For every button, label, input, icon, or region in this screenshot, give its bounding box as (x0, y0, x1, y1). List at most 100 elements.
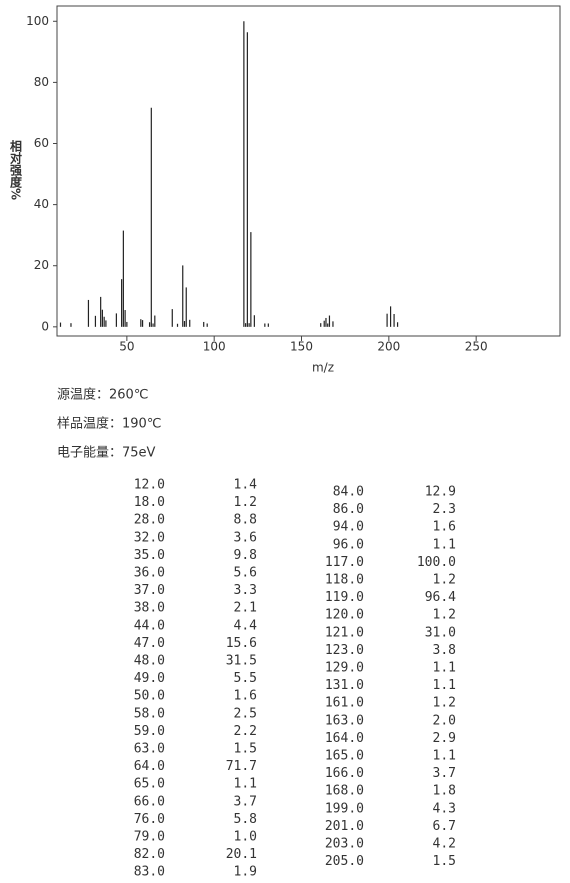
intensity-cell: 20.1 (226, 847, 257, 862)
intensity-cell: 1.5 (234, 742, 257, 757)
intensity-cell: 3.8 (433, 643, 456, 658)
mass-cell: 94.0 (333, 520, 364, 535)
x-tick-label: 50 (119, 340, 134, 354)
intensity-cell: 6.7 (433, 819, 456, 834)
mass-cell: 63.0 (134, 742, 165, 757)
mass-cell: 161.0 (325, 696, 364, 711)
intensity-cell: 31.0 (425, 625, 456, 640)
intensity-cell: 2.0 (433, 713, 456, 728)
intensity-cell: 1.1 (433, 661, 456, 676)
mass-cell: 12.0 (134, 478, 165, 493)
mass-cell: 76.0 (134, 812, 165, 827)
mass-cell: 129.0 (325, 661, 364, 676)
intensity-cell: 12.9 (425, 485, 456, 500)
intensity-cell: 4.4 (234, 618, 258, 633)
mass-cell: 35.0 (134, 548, 165, 563)
mass-cell: 38.0 (134, 601, 165, 616)
intensity-cell: 1.1 (234, 777, 257, 792)
intensity-cell: 9.8 (234, 548, 257, 563)
mass-cell: 163.0 (325, 713, 364, 728)
intensity-cell: 1.2 (234, 495, 257, 510)
mass-cell: 201.0 (325, 819, 364, 834)
mass-cell: 44.0 (134, 618, 165, 633)
intensity-cell: 1.2 (433, 573, 456, 588)
intensity-cell: 2.1 (234, 601, 257, 616)
intensity-cell: 1.2 (433, 696, 456, 711)
intensity-cell: 1.0 (234, 830, 257, 845)
mass-cell: 59.0 (134, 724, 165, 739)
x-tick-label: 150 (290, 340, 313, 354)
intensity-cell: 4.3 (433, 801, 456, 816)
intensity-cell: 2.9 (433, 731, 456, 746)
intensity-cell: 8.8 (234, 513, 257, 528)
mass-cell: 50.0 (134, 689, 165, 704)
intensity-cell: 1.9 (234, 865, 257, 879)
mass-cell: 203.0 (325, 837, 364, 852)
intensity-cell: 5.5 (234, 671, 257, 686)
mass-cell: 32.0 (134, 530, 165, 545)
intensity-cell: 3.3 (234, 583, 257, 598)
intensity-cell: 2.3 (433, 502, 456, 517)
mass-cell: 48.0 (134, 654, 165, 669)
y-tick-label: 80 (34, 75, 49, 89)
intensity-cell: 1.6 (234, 689, 257, 704)
intensity-cell: 2.5 (234, 706, 257, 721)
mass-cell: 83.0 (134, 865, 165, 879)
intensity-cell: 1.1 (433, 537, 456, 552)
mass-cell: 131.0 (325, 678, 364, 693)
mass-cell: 121.0 (325, 625, 364, 640)
mass-cell: 65.0 (134, 777, 165, 792)
intensity-cell: 71.7 (226, 759, 257, 774)
intensity-cell: 3.7 (234, 794, 257, 809)
intensity-cell: 31.5 (226, 654, 257, 669)
mass-cell: 37.0 (134, 583, 165, 598)
x-tick-label: 100 (203, 340, 226, 354)
y-tick-label: 20 (34, 258, 49, 272)
mass-cell: 79.0 (134, 830, 165, 845)
mass-cell: 199.0 (325, 801, 364, 816)
mass-cell: 119.0 (325, 590, 364, 605)
intensity-cell: 5.8 (234, 812, 257, 827)
mass-cell: 86.0 (333, 502, 364, 517)
intensity-cell: 3.7 (433, 766, 456, 781)
intensity-cell: 1.5 (433, 854, 456, 869)
intensity-cell: 15.6 (226, 636, 257, 651)
intensity-cell: 1.8 (433, 784, 456, 799)
mass-cell: 165.0 (325, 749, 364, 764)
mass-cell: 117.0 (325, 555, 364, 570)
mass-cell: 18.0 (134, 495, 165, 510)
intensity-cell: 1.4 (234, 478, 258, 493)
condition-line: 源温度：260℃ (57, 387, 148, 403)
intensity-cell: 1.2 (433, 608, 456, 623)
mass-cell: 64.0 (134, 759, 165, 774)
intensity-cell: 100.0 (417, 555, 456, 570)
mass-cell: 28.0 (134, 513, 165, 528)
mass-cell: 168.0 (325, 784, 364, 799)
mass-cell: 164.0 (325, 731, 364, 746)
condition-line: 样品温度：190℃ (57, 416, 161, 432)
mass-cell: 36.0 (134, 566, 165, 581)
mass-cell: 82.0 (134, 847, 165, 862)
mass-cell: 47.0 (134, 636, 165, 651)
x-tick-label: 200 (377, 340, 400, 354)
plot-frame (56, 5, 561, 337)
mass-cell: 118.0 (325, 573, 364, 588)
y-tick-label: 0 (41, 319, 49, 333)
mass-cell: 96.0 (333, 537, 364, 552)
intensity-cell: 2.2 (234, 724, 257, 739)
mass-cell: 58.0 (134, 706, 165, 721)
y-axis-label: 相对强度% (9, 139, 23, 200)
y-tick-label: 60 (34, 136, 49, 150)
x-tick-label: 250 (465, 340, 488, 354)
mass-cell: 84.0 (333, 485, 364, 500)
mass-cell: 49.0 (134, 671, 165, 686)
mass-cell: 66.0 (134, 794, 165, 809)
intensity-cell: 1.1 (433, 749, 456, 764)
mass-cell: 166.0 (325, 766, 364, 781)
condition-line: 电子能量：75eV (57, 446, 156, 461)
mass-cell: 205.0 (325, 854, 364, 869)
mass-cell: 123.0 (325, 643, 364, 658)
